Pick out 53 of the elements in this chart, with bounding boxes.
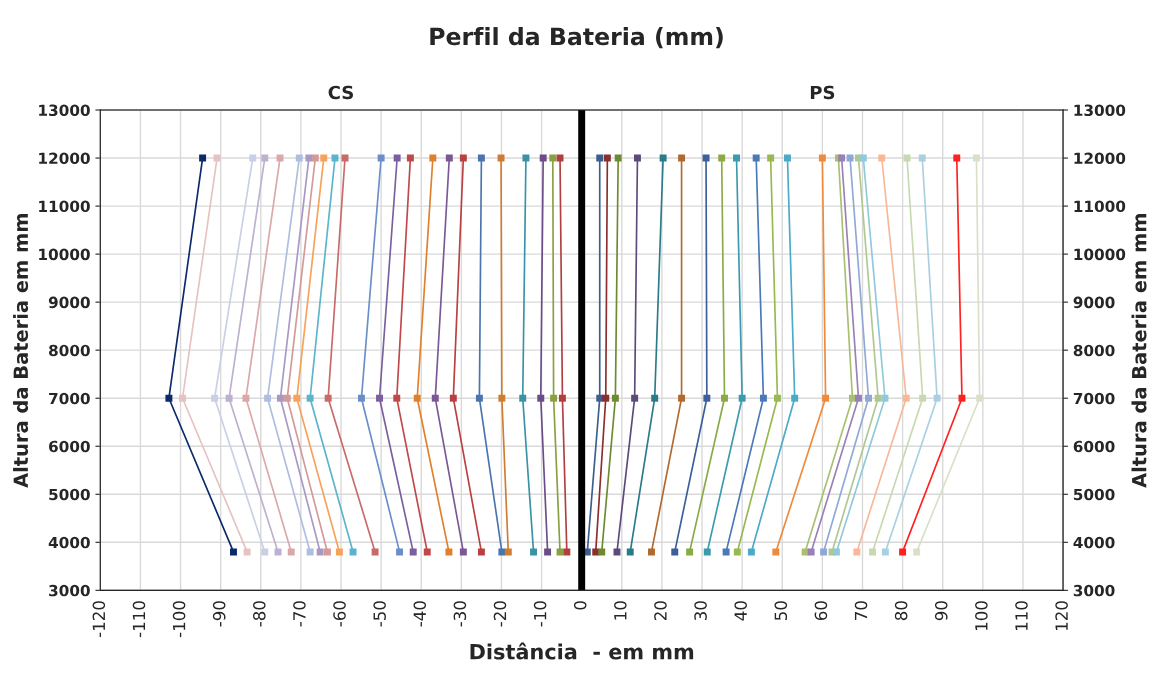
y-tick-label: 13000	[39, 104, 90, 117]
x-tick-label: -60	[333, 601, 346, 627]
x-tick-label: -10	[533, 601, 547, 627]
text: PS	[810, 85, 835, 100]
x-tick-label: 70	[854, 601, 868, 620]
y-tick-label: 8000	[49, 344, 90, 357]
y-tick-label: 3000	[49, 584, 90, 597]
y2-tick-label: 10000	[1074, 248, 1126, 261]
y2-tick-label: 8000	[1073, 344, 1115, 357]
x-tick-label: 50	[774, 601, 788, 620]
y2-axis-title: Altura da Bateria em mm	[1131, 213, 1147, 488]
x-tick-label: 60	[814, 601, 828, 621]
y-tick-label: 4000	[48, 536, 90, 549]
x-tick-label: 20	[654, 601, 667, 621]
x-tick-label: 80	[894, 601, 908, 621]
x-tick-label: 0	[573, 601, 587, 610]
x-tick-label: -80	[253, 601, 266, 627]
chart-title: Perfil da Bateria (mm)	[430, 27, 723, 49]
x-tick-label: -90	[212, 601, 226, 627]
y-tick-label: 6000	[49, 440, 90, 453]
y-tick-label: 7000	[49, 392, 90, 405]
x-tick-label: 120	[1055, 601, 1068, 631]
x-tick-label: -70	[293, 601, 306, 627]
x-tick-label: -120	[92, 601, 106, 638]
y2-tick-label: 4000	[1073, 536, 1115, 549]
x-tick-label: -30	[453, 601, 467, 627]
y2-tick-label: 13000	[1074, 104, 1126, 117]
y2-tick-label: 9000	[1073, 296, 1115, 309]
x-tick-label: 30	[694, 601, 707, 620]
x-tick-label: -110	[132, 601, 146, 638]
x-tick-label: -50	[373, 601, 386, 627]
x-tick-label: 100	[975, 601, 988, 631]
y2-tick-label: 12000	[1074, 152, 1126, 165]
y-axis-title: Altura da Bateria em mm	[13, 213, 29, 488]
y2-tick-label: 11000	[1074, 200, 1126, 213]
y-tick-label: 11000	[39, 200, 90, 213]
x-tick-label: -40	[413, 601, 427, 627]
y2-tick-label: 5000	[1073, 488, 1115, 501]
x-axis-title: Distância - em mm	[470, 642, 694, 660]
x-tick-label: -20	[493, 601, 507, 627]
y-tick-label: 10000	[39, 248, 90, 261]
y2-tick-label: 7000	[1073, 392, 1115, 405]
y-tick-label: 9000	[48, 296, 90, 309]
y-tick-label: 12000	[39, 152, 90, 165]
x-tick-label: 40	[734, 601, 747, 621]
y2-tick-label: 3000	[1073, 584, 1115, 597]
x-tick-label: -100	[172, 601, 186, 638]
x-tick-label: 90	[934, 601, 948, 621]
x-tick-label: 10	[614, 601, 627, 620]
text: CS	[328, 85, 353, 100]
y-tick-label: 5000	[49, 488, 90, 501]
y2-tick-label: 6000	[1073, 440, 1115, 453]
x-tick-label: 110	[1015, 601, 1028, 631]
